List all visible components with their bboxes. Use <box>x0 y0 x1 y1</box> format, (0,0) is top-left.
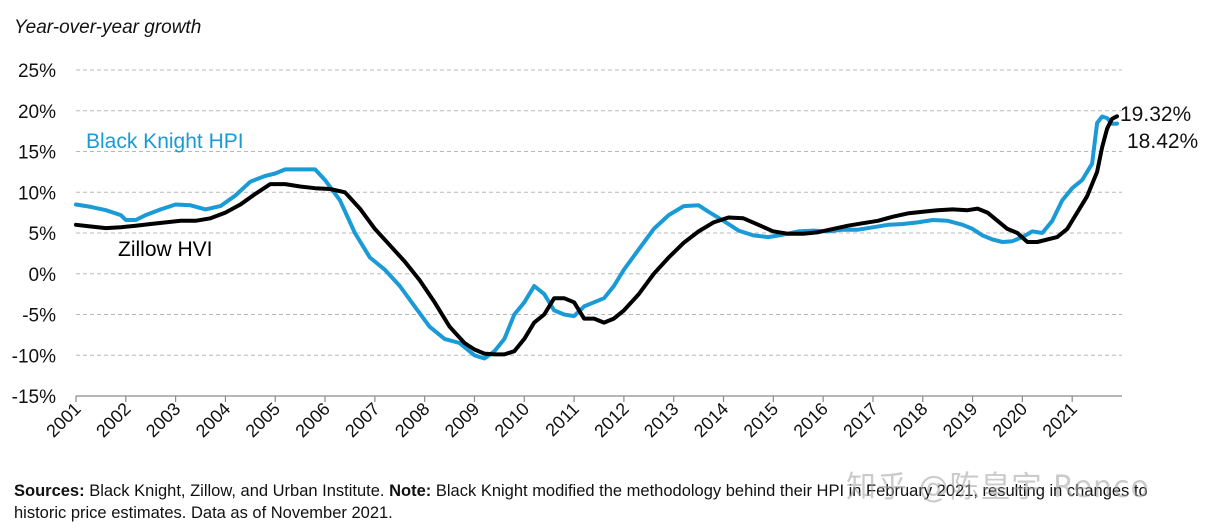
y-axis-ticks: 25% 20% 15% 10% 5% 0% -5% -10% -15% <box>12 61 56 408</box>
series-lines <box>74 114 1119 361</box>
y-tick-label: -10% <box>12 346 56 367</box>
note-text: Black Knight modified the methodology be… <box>14 482 1148 522</box>
series-line-zillow <box>74 114 1119 357</box>
x-tick-label: 2018 <box>889 399 931 441</box>
y-tick-label: -15% <box>12 387 56 408</box>
y-tick-label: 15% <box>18 143 56 164</box>
x-tick-label: 2004 <box>192 399 234 441</box>
y-axis-title: Year-over-year growth <box>14 17 201 38</box>
chart: Year-over-year growth 25% 20% 15% 10% 5% 0% -5… <box>12 17 1199 441</box>
x-tick-label: 2020 <box>989 399 1031 441</box>
end-value-zillow: 19.32% <box>1120 103 1191 126</box>
x-tick-label: 2012 <box>590 399 632 441</box>
x-tick-label: 2013 <box>640 399 682 441</box>
grid <box>76 69 1122 397</box>
sources-label: Sources: <box>14 482 85 500</box>
x-tick-label: 2008 <box>391 399 433 441</box>
series-line-black-knight <box>74 114 1119 361</box>
x-tick-label: 2015 <box>740 399 782 441</box>
sources-text: Black Knight, Zillow, and Urban Institut… <box>89 482 385 500</box>
footnote: Sources: Black Knight, Zillow, and Urban… <box>14 480 1204 524</box>
x-tick-label: 2009 <box>441 399 483 441</box>
x-tick-label: 2010 <box>491 399 533 441</box>
x-tick-label: 2007 <box>341 399 383 441</box>
note-label: Note: <box>389 482 432 500</box>
x-tick-label: 2017 <box>839 399 881 441</box>
y-tick-label: 25% <box>18 61 56 82</box>
x-tick-label: 2019 <box>939 399 981 441</box>
x-tick-label: 2016 <box>790 399 832 441</box>
x-tick-label: 2021 <box>1039 399 1081 441</box>
y-tick-label: 20% <box>18 102 56 123</box>
end-value-black-knight: 18.42% <box>1127 130 1198 153</box>
y-tick-label: -5% <box>22 306 56 327</box>
series-label-black-knight: Black Knight HPI <box>86 130 244 153</box>
series-label-zillow: Zillow HVI <box>118 238 213 261</box>
x-tick-label: 2006 <box>291 399 333 441</box>
x-tick-label: 2003 <box>142 399 184 441</box>
y-tick-label: 0% <box>29 265 57 286</box>
x-tick-label: 2014 <box>690 399 732 441</box>
x-axis-ticks: 2001 2002 2003 2004 2005 2006 2007 2008 2009 2010… <box>42 396 1081 441</box>
x-tick-label: 2011 <box>541 399 583 441</box>
x-tick-label: 2005 <box>242 399 284 441</box>
y-tick-label: 5% <box>29 224 57 245</box>
y-tick-label: 10% <box>18 183 56 204</box>
x-tick-label: 2002 <box>92 399 134 441</box>
